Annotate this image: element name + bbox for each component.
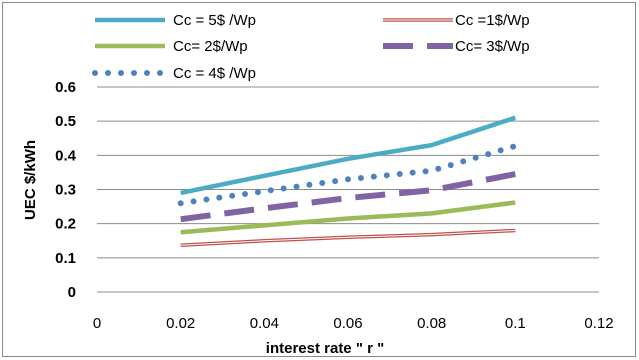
legend-label: Cc = 5$ /Wp <box>173 12 256 29</box>
legend-item: Cc = 5$ /Wp <box>95 12 256 29</box>
y-tick-label: 0.3 <box>55 182 76 199</box>
grid-lines <box>97 86 599 293</box>
series-line-1 <box>180 115 517 196</box>
series-line-2-inner <box>180 230 516 246</box>
legend-label: Cc= 2$/Wp <box>173 38 248 55</box>
x-tick-label: 0.12 <box>584 315 613 332</box>
legend-item: Cc =1$/Wp <box>383 12 530 29</box>
legend-item: Cc= 2$/Wp <box>95 38 248 55</box>
y-tick-label: 0.2 <box>55 216 76 233</box>
x-axis-title: interest rate " r " <box>266 340 384 357</box>
series-4 <box>180 171 516 223</box>
legend-label: Cc= 3$/Wp <box>455 38 530 55</box>
y-tick-label: 0.6 <box>55 79 76 96</box>
legend-label: Cc =1$/Wp <box>455 12 530 29</box>
y-tick-label: 0.5 <box>55 113 76 130</box>
series-layer <box>177 115 519 247</box>
x-tick-label: 0.1 <box>505 315 526 332</box>
y-tick-labels: 0 0.1 0.2 0.3 0.4 0.5 0.6 <box>55 79 77 301</box>
legend: Cc = 5$ /Wp Cc =1$/Wp Cc= 2$/Wp Cc= 3$/Wp Cc… <box>92 12 530 82</box>
series-3 <box>180 200 516 235</box>
legend-item: Cc= 3$/Wp <box>383 38 530 55</box>
series-2 <box>180 228 516 247</box>
series-1 <box>180 115 517 196</box>
x-tick-label: 0.08 <box>417 315 446 332</box>
legend-item: Cc = 4$ /Wp <box>92 65 256 82</box>
legend-label: Cc = 4$ /Wp <box>173 65 256 82</box>
x-tick-labels: 0 0.02 0.04 0.06 0.08 0.1 0.12 <box>93 315 614 332</box>
x-tick-label: 0.06 <box>333 315 362 332</box>
y-tick-label: 0.4 <box>55 147 77 164</box>
x-tick-label: 0.04 <box>250 315 279 332</box>
series-line-3 <box>180 200 516 235</box>
y-tick-label: 0 <box>68 284 76 301</box>
chart-frame <box>2 2 636 357</box>
x-tick-label: 0 <box>93 315 101 332</box>
series-line-5 <box>177 143 519 207</box>
x-tick-label: 0.02 <box>166 315 195 332</box>
y-axis-title: UEC $/kWh <box>22 140 39 220</box>
series-5 <box>177 143 519 207</box>
y-tick-label: 0.1 <box>55 250 76 267</box>
series-line-4 <box>180 171 516 223</box>
